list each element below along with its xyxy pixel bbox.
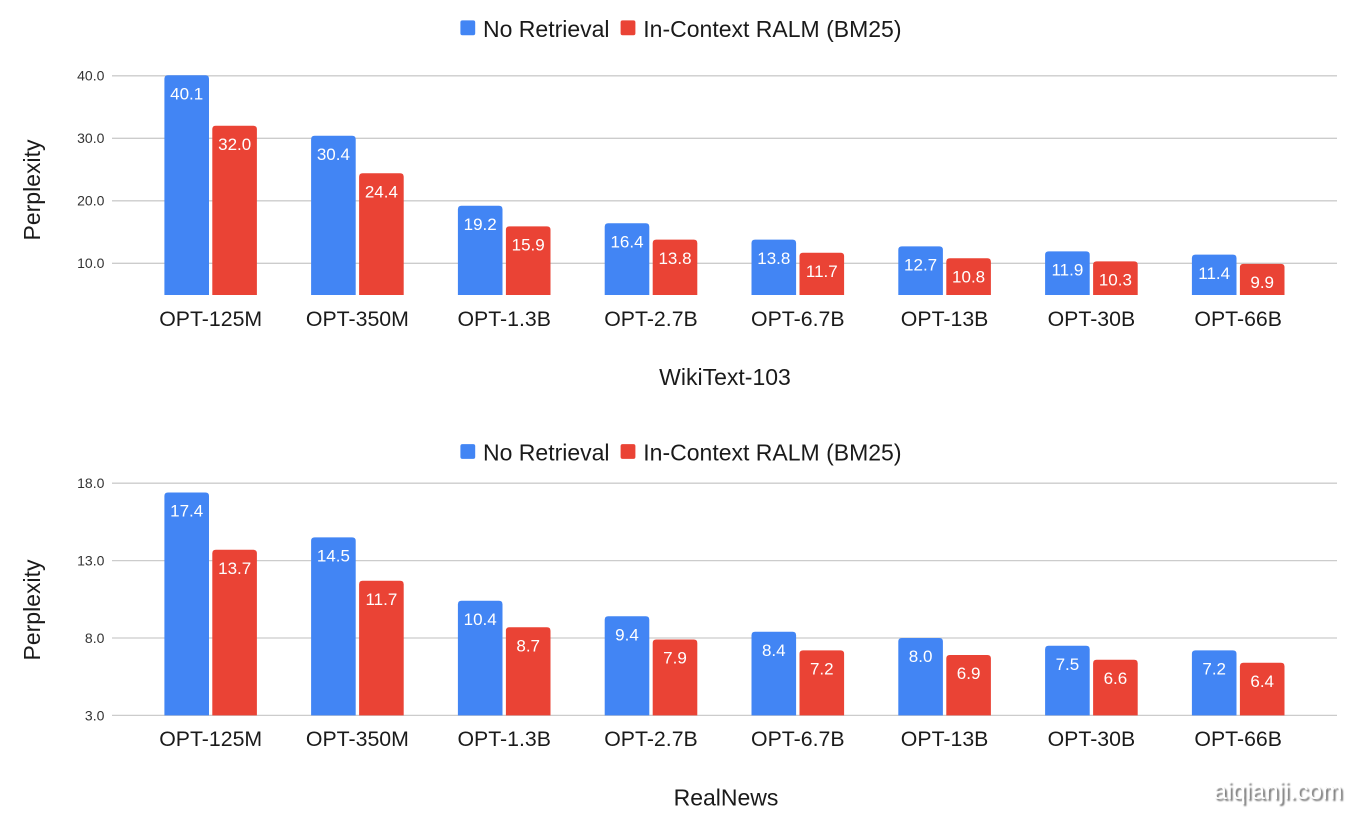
svg-text:11.4: 11.4 <box>1198 264 1230 283</box>
svg-text:13.7: 13.7 <box>218 559 251 578</box>
svg-text:OPT-66B: OPT-66B <box>1194 727 1282 751</box>
svg-text:40.0: 40.0 <box>77 68 104 84</box>
svg-text:13.0: 13.0 <box>77 553 104 569</box>
svg-text:OPT-66B: OPT-66B <box>1194 307 1282 331</box>
svg-text:OPT-6.7B: OPT-6.7B <box>751 307 845 331</box>
svg-text:32.0: 32.0 <box>218 135 251 154</box>
svg-text:OPT-30B: OPT-30B <box>1048 307 1136 331</box>
svg-text:11.7: 11.7 <box>806 262 838 281</box>
svg-text:8.0: 8.0 <box>909 647 933 666</box>
svg-text:12.7: 12.7 <box>904 256 937 275</box>
svg-text:8.7: 8.7 <box>516 636 540 655</box>
svg-text:OPT-350M: OPT-350M <box>306 727 409 751</box>
svg-text:OPT-1.3B: OPT-1.3B <box>457 307 551 331</box>
svg-text:17.4: 17.4 <box>170 502 203 521</box>
svg-text:RealNews: RealNews <box>674 785 779 811</box>
svg-text:10.0: 10.0 <box>77 255 104 271</box>
svg-text:aiqianji.com: aiqianji.com <box>1215 780 1344 807</box>
svg-text:OPT-125M: OPT-125M <box>159 727 262 751</box>
svg-text:40.1: 40.1 <box>170 84 203 103</box>
svg-text:Perplexity: Perplexity <box>19 139 45 240</box>
svg-text:6.6: 6.6 <box>1104 669 1128 688</box>
svg-text:10.8: 10.8 <box>952 268 985 287</box>
svg-text:9.9: 9.9 <box>1250 273 1274 292</box>
svg-text:7.5: 7.5 <box>1056 655 1080 674</box>
svg-text:No Retrieval: No Retrieval <box>483 16 610 42</box>
svg-text:Perplexity: Perplexity <box>19 559 45 660</box>
svg-text:7.2: 7.2 <box>810 660 834 679</box>
svg-text:30.0: 30.0 <box>77 130 104 146</box>
svg-text:OPT-6.7B: OPT-6.7B <box>751 727 845 751</box>
svg-text:13.8: 13.8 <box>658 249 691 268</box>
svg-text:OPT-30B: OPT-30B <box>1048 727 1136 751</box>
svg-text:8.4: 8.4 <box>762 641 786 660</box>
svg-text:No Retrieval: No Retrieval <box>483 440 610 466</box>
svg-text:aiqianji.com: aiqianji.com <box>1213 778 1342 805</box>
svg-text:In-Context RALM (BM25): In-Context RALM (BM25) <box>643 16 901 42</box>
svg-text:10.4: 10.4 <box>464 610 497 629</box>
svg-text:In-Context RALM (BM25): In-Context RALM (BM25) <box>643 440 901 466</box>
svg-text:OPT-2.7B: OPT-2.7B <box>604 307 698 331</box>
svg-text:OPT-13B: OPT-13B <box>901 307 989 331</box>
svg-text:OPT-350M: OPT-350M <box>306 307 409 331</box>
svg-text:20.0: 20.0 <box>77 193 104 209</box>
svg-text:OPT-13B: OPT-13B <box>901 727 989 751</box>
svg-text:9.4: 9.4 <box>615 626 639 645</box>
svg-text:16.4: 16.4 <box>610 233 643 252</box>
svg-text:10.3: 10.3 <box>1099 271 1132 290</box>
svg-text:24.4: 24.4 <box>365 183 398 202</box>
svg-text:WikiText-103: WikiText-103 <box>659 364 791 390</box>
svg-text:3.0: 3.0 <box>85 707 105 723</box>
svg-text:OPT-125M: OPT-125M <box>159 307 262 331</box>
svg-text:15.9: 15.9 <box>512 236 545 255</box>
svg-text:6.4: 6.4 <box>1250 672 1274 691</box>
svg-text:6.9: 6.9 <box>957 664 981 683</box>
svg-text:18.0: 18.0 <box>77 475 104 491</box>
svg-text:19.2: 19.2 <box>464 215 497 234</box>
svg-text:OPT-2.7B: OPT-2.7B <box>604 727 698 751</box>
svg-text:11.7: 11.7 <box>365 590 397 609</box>
svg-text:7.2: 7.2 <box>1202 660 1226 679</box>
svg-text:7.9: 7.9 <box>663 649 687 668</box>
svg-text:11.9: 11.9 <box>1051 261 1083 280</box>
svg-text:30.4: 30.4 <box>317 145 350 164</box>
svg-text:13.8: 13.8 <box>757 249 790 268</box>
svg-text:OPT-1.3B: OPT-1.3B <box>457 727 551 751</box>
svg-text:14.5: 14.5 <box>317 547 350 566</box>
svg-text:8.0: 8.0 <box>85 630 105 646</box>
